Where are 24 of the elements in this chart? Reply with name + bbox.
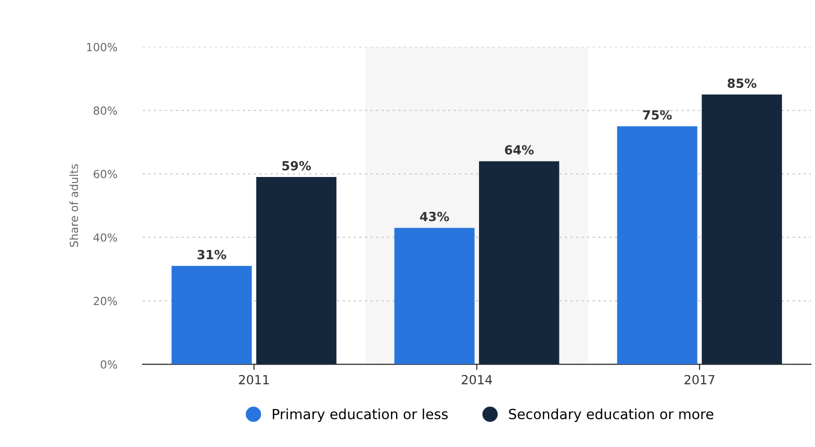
x-tick-label: 2011 xyxy=(239,374,269,384)
data-label: 85% xyxy=(728,78,756,88)
x-tick-label: 2014 xyxy=(462,374,492,384)
y-tick-label: 60% xyxy=(94,170,118,178)
data-label: 64% xyxy=(504,145,534,155)
legend-label: Secondary education or more xyxy=(509,408,714,422)
x-tick-label: 2017 xyxy=(684,374,714,384)
bar xyxy=(172,266,252,364)
bar xyxy=(702,94,782,364)
y-tick-label: 20% xyxy=(94,296,118,306)
data-label: 59% xyxy=(282,161,311,170)
bar xyxy=(617,126,698,364)
bar xyxy=(256,177,336,364)
data-label: 43% xyxy=(420,212,450,222)
bar xyxy=(479,161,560,364)
y-tick-label: 80% xyxy=(94,106,118,115)
data-label: 75% xyxy=(643,110,672,120)
y-tick-label: 40% xyxy=(93,233,118,242)
data-label: 31% xyxy=(198,250,226,260)
y-tick-label: 100% xyxy=(87,42,118,52)
y-axis-title: Share of adults xyxy=(70,164,78,247)
bar xyxy=(394,228,475,364)
y-tick-label: 0% xyxy=(100,360,118,369)
legend-label: Primary education or less xyxy=(272,408,448,422)
